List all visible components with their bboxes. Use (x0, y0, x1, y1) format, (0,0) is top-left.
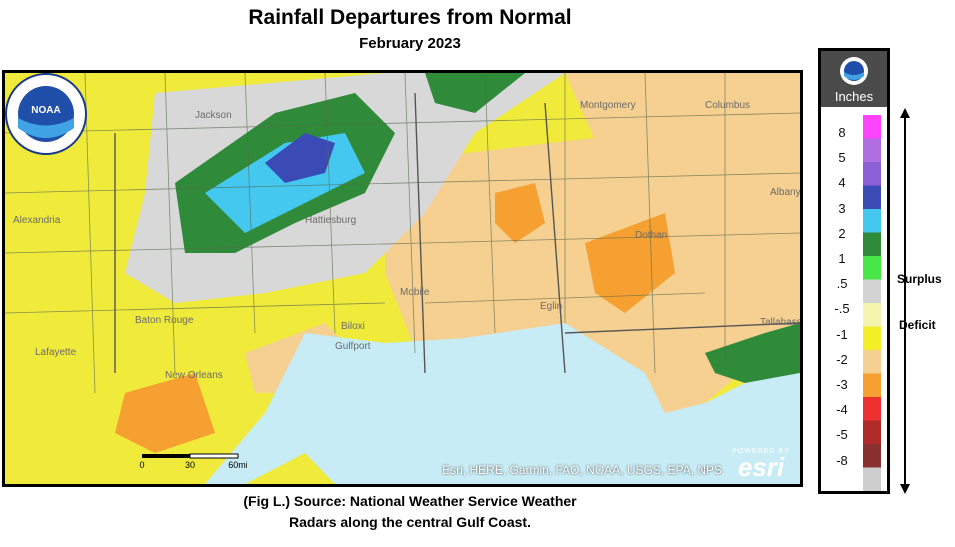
legend-label-9: -2 (836, 351, 848, 367)
city-jackson: Jackson (195, 110, 232, 121)
city-albany: Albany (770, 187, 800, 198)
scale-label-60: 60mi (228, 460, 247, 470)
city-eglin: Eglin (540, 301, 562, 312)
legend-swatch-2 (863, 162, 881, 186)
surplus-zone-tallahassee (705, 323, 800, 383)
legend-swatch-7 (863, 279, 881, 304)
legend-unit: Inches (834, 89, 874, 104)
legend-swatch-9 (863, 326, 881, 351)
figure-caption-line2: Radars along the central Gulf Coast. (289, 514, 531, 530)
legend-label-7: -.5 (834, 301, 850, 317)
legend-swatch-15 (863, 467, 881, 491)
legend-label-11: -4 (836, 402, 848, 418)
gulf-of-mexico (205, 323, 800, 484)
legend-label-3: 3 (838, 200, 846, 216)
noaa-small-logo (840, 57, 868, 85)
noaa-logo: NOAA (5, 73, 87, 155)
svg-text:NOAA: NOAA (31, 105, 60, 116)
figure-caption-line1: (Fig L.) Source: National Weather Servic… (243, 493, 577, 509)
map-subtitle: February 2023 (359, 35, 461, 52)
esri-name: esri (737, 452, 785, 482)
scale-label-0: 0 (139, 460, 144, 470)
city-alexandria: Alexandria (13, 215, 61, 226)
map-title: Rainfall Departures from Normal (248, 6, 572, 29)
legend-swatch-6 (863, 256, 881, 280)
deficit-zone-orange-1 (495, 183, 545, 243)
scale-label-30: 30 (185, 460, 195, 470)
legend-swatch-13 (863, 420, 881, 445)
surplus-deficit-arrow (900, 108, 910, 494)
deficit-label: Deficit (899, 318, 936, 332)
city-new-orleans: New Orleans (165, 370, 223, 381)
legend-label-8: -1 (836, 326, 848, 342)
legend-label-10: -3 (836, 377, 848, 392)
city-columbus: Columbus (705, 100, 750, 111)
legend-panel: Inches 8 5 4 3 2 1 .5 -.5 -1 -2 -3 -4 -5 -8 (818, 48, 890, 494)
state-lines (114, 92, 800, 374)
legend-label-12: -5 (836, 427, 848, 443)
deficit-zone-tan-north (565, 73, 800, 163)
surplus-zone-green-north (425, 73, 525, 113)
esri-powered-by: POWERED BY (732, 448, 790, 455)
city-baton-rouge: Baton Rouge (135, 315, 194, 326)
legend-label-6: .5 (836, 276, 848, 292)
legend-swatch-4 (863, 209, 881, 233)
surplus-label: Surplus (897, 272, 942, 286)
map-canvas: Jackson Hattiesburg Mobile Baton Rouge L… (5, 73, 800, 484)
city-tallahassee: Tallahassee (760, 317, 800, 328)
legend-swatch-11 (863, 373, 881, 398)
legend-header: Inches (821, 51, 887, 107)
rainfall-map[interactable]: Jackson Hattiesburg Mobile Baton Rouge L… (2, 70, 803, 487)
city-biloxi: Biloxi (341, 321, 365, 332)
legend-swatch-0 (863, 115, 881, 139)
esri-logo: POWERED BY esri (730, 448, 792, 482)
legend-label-2: 4 (838, 175, 846, 191)
legend-label-13: -8 (836, 452, 848, 468)
legend-label-1: 5 (838, 150, 846, 166)
county-lines (5, 73, 800, 394)
legend-swatch-12 (863, 397, 881, 421)
legend-swatch-14 (863, 444, 881, 468)
surplus-zone-blue (265, 133, 335, 183)
legend-label-0: 8 (838, 125, 846, 140)
legend-swatch-1 (863, 138, 881, 163)
legend-label-4: 2 (838, 225, 846, 241)
city-gulfport: Gulfport (335, 341, 371, 352)
legend-swatch-10 (863, 350, 881, 374)
city-mobile: Mobile (400, 287, 430, 298)
scale-bar: 0 30 60mi (137, 452, 247, 470)
city-montgomery: Montgomery (580, 100, 636, 111)
deficit-zone-orange-3 (115, 373, 215, 453)
city-lafayette: Lafayette (35, 347, 77, 358)
city-hattiesburg: Hattiesburg (305, 215, 356, 226)
legend-label-5: 1 (838, 251, 846, 266)
map-attribution: Esri, HERE, Garmin, FAO, NOAA, USGS, EPA… (442, 463, 722, 477)
legend-swatch-5 (863, 232, 881, 257)
city-dothan: Dothan (635, 230, 667, 241)
legend-color-ramp (863, 115, 881, 491)
legend-swatch-8 (863, 303, 881, 327)
legend-swatch-3 (863, 185, 881, 210)
